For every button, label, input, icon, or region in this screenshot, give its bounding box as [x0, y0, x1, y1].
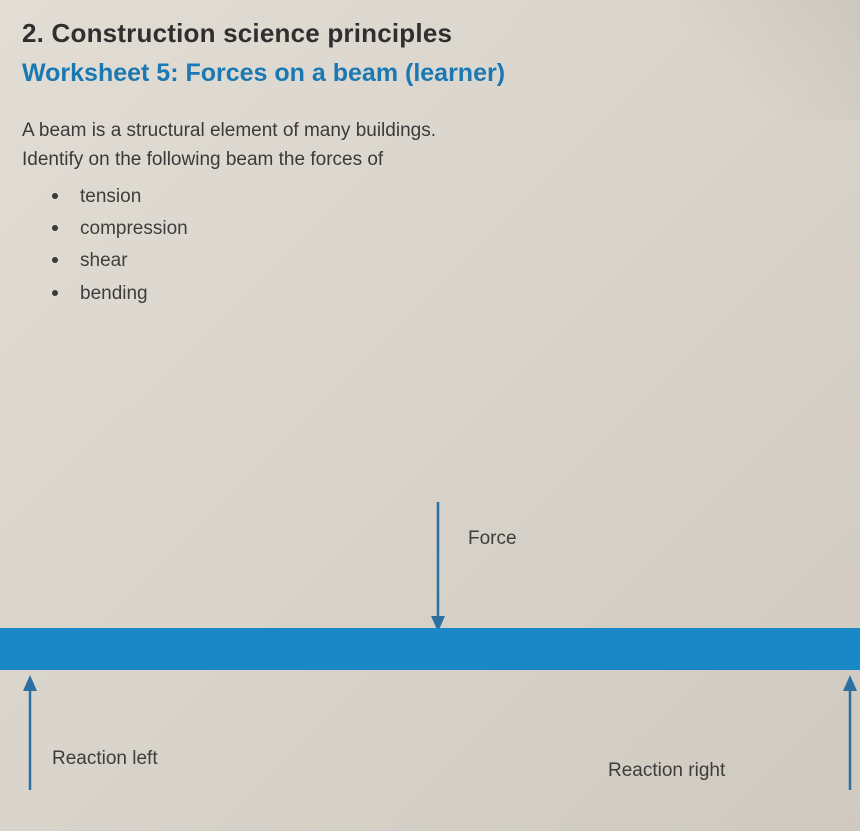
- section-heading: 2. Construction science principles: [22, 18, 850, 49]
- bullet-bending: bending: [52, 278, 850, 310]
- intro-text: A beam is a structural element of many b…: [22, 116, 562, 175]
- bullet-tension: tension: [52, 181, 850, 213]
- bullet-shear: shear: [52, 245, 850, 277]
- force-bullet-list: tension compression shear bending: [52, 181, 850, 310]
- force-arrow-icon: [428, 502, 448, 632]
- bullet-compression: compression: [52, 213, 850, 245]
- reaction-left-arrow-head: [23, 675, 37, 691]
- reaction-left-arrow-icon: [20, 675, 40, 790]
- reaction-right-label: Reaction right: [608, 760, 725, 782]
- reaction-right-arrow-head: [843, 675, 857, 691]
- intro-line-2: Identify on the following beam the force…: [22, 149, 383, 170]
- worksheet-title: Worksheet 5: Forces on a beam (learner): [22, 59, 850, 88]
- beam-bar: [0, 628, 860, 670]
- intro-line-1: A beam is a structural element of many b…: [22, 120, 436, 141]
- reaction-left-label: Reaction left: [52, 748, 158, 770]
- force-label: Force: [468, 528, 517, 550]
- reaction-right-arrow-icon: [840, 675, 860, 790]
